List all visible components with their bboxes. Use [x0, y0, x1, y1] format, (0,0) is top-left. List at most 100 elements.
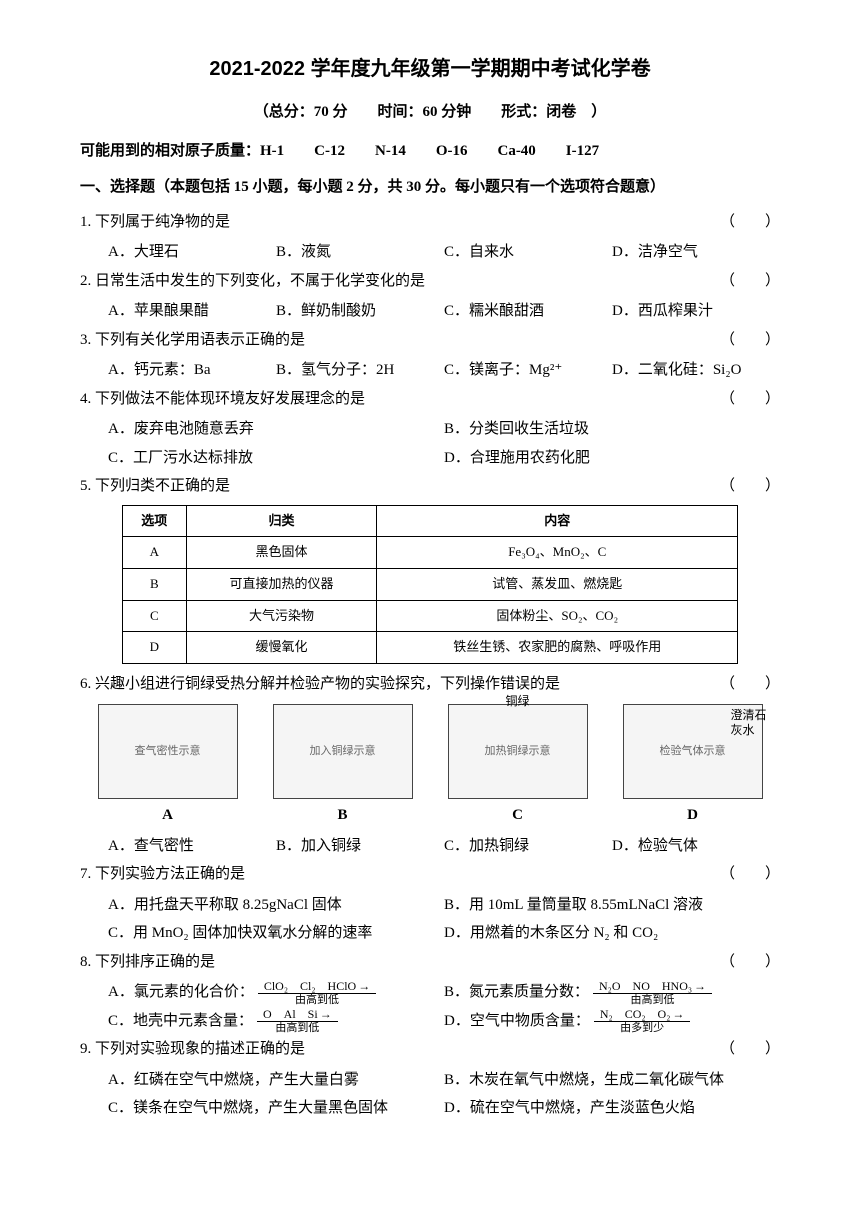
q6-label-c: C: [448, 801, 588, 830]
table-row: C 大气污染物 固体粉尘、SO₂、CO₂: [123, 600, 738, 632]
q8-opt-c: C．地壳中元素含量： O Al Si 由高到低: [108, 1007, 444, 1036]
q8-c-arrow: O Al Si 由高到低: [257, 1008, 338, 1034]
cell: 可直接加热的仪器: [186, 568, 377, 600]
q8-options: A．氯元素的化合价： ClO₂ Cl₂ HClO 由高到低 B．氮元素质量分数：…: [80, 978, 780, 1035]
answer-bracket: （ ）: [720, 860, 780, 889]
q1-opt-c: C．自来水: [444, 238, 612, 267]
q4-options: A．废弃电池随意丢弃 B．分类回收生活垃圾 C．工厂污水达标排放 D．合理施用农…: [80, 415, 780, 472]
cell: Fe₃O₄、MnO₂、C: [377, 537, 738, 569]
q4-text: 4. 下列做法不能体现环境友好发展理念的是: [80, 385, 780, 414]
q8-opt-b: B．氮元素质量分数： N₂O NO HNO₃ 由高到低: [444, 978, 780, 1007]
atomic-mass-row: 可能用到的相对原子质量：H-1 C-12 N-14 O-16 Ca-40 I-1…: [80, 137, 780, 166]
q6-image-row: 查气密性示意 加入铜绿示意 铜绿 加热铜绿示意 澄清石灰水 检验气体示意: [80, 704, 780, 799]
q8-a-arrow: ClO₂ Cl₂ HClO 由高到低: [258, 980, 376, 1006]
q6-label-d: D: [623, 801, 763, 830]
q7-opt-a: A．用托盘天平称取 8.25gNaCl 固体: [108, 891, 444, 920]
cell: B: [123, 568, 187, 600]
cell: 大气污染物: [186, 600, 377, 632]
q1-opt-a: A．大理石: [108, 238, 276, 267]
cell: A: [123, 537, 187, 569]
q7-opt-c: C．用 MnO₂ 固体加快双氧水分解的速率: [108, 919, 444, 948]
q8-d-label: D．空气中物质含量：: [444, 1007, 590, 1036]
q3-opt-c: C．镁离子：Mg²⁺: [444, 356, 612, 385]
cell: D: [123, 632, 187, 664]
q8-c-bottom: 由高到低: [275, 1022, 319, 1034]
q5-h1: 归类: [186, 505, 377, 537]
q5-text: 5. 下列归类不正确的是: [80, 472, 780, 501]
question-4: 4. 下列做法不能体现环境友好发展理念的是 （ ）: [80, 385, 780, 414]
q8-c-top: O Al Si: [257, 1008, 338, 1022]
q2-opt-a: A．苹果酿果醋: [108, 297, 276, 326]
q7-opt-b: B．用 10mL 量筒量取 8.55mLNaCl 溶液: [444, 891, 780, 920]
question-3: 3. 下列有关化学用语表示正确的是 （ ）: [80, 326, 780, 355]
q8-b-arrow: N₂O NO HNO₃ 由高到低: [593, 980, 712, 1006]
q8-a-label: A．氯元素的化合价：: [108, 978, 254, 1007]
q8-b-top: N₂O NO HNO₃: [593, 980, 712, 994]
table-row: D 缓慢氧化 铁丝生锈、农家肥的腐熟、呼吸作用: [123, 632, 738, 664]
q6-image-c: 加热铜绿示意: [448, 704, 588, 799]
q3-opt-b: B．氢气分子：2H: [276, 356, 444, 385]
q6-options: A．查气密性 B．加入铜绿 C．加热铜绿 D．检验气体: [80, 832, 780, 861]
question-6: 6. 兴趣小组进行铜绿受热分解并检验产物的实验探究，下列操作错误的是 （ ）: [80, 670, 780, 699]
q7-opt-d: D．用燃着的木条区分 N₂ 和 CO₂: [444, 919, 780, 948]
q6-opt-d: D．检验气体: [612, 832, 780, 861]
q5-h2: 内容: [377, 505, 738, 537]
q2-opt-d: D．西瓜榨果汁: [612, 297, 780, 326]
q7-text: 7. 下列实验方法正确的是: [80, 860, 780, 889]
page-title: 2021-2022 学年度九年级第一学期期中考试化学卷: [80, 50, 780, 88]
q4-opt-a: A．废弃电池随意丢弃: [108, 415, 444, 444]
q6-image-a: 查气密性示意: [98, 704, 238, 799]
q8-a-top: ClO₂ Cl₂ HClO: [258, 980, 376, 994]
q9-text: 9. 下列对实验现象的描述正确的是: [80, 1035, 780, 1064]
q9-opt-a: A．红磷在空气中燃烧，产生大量白雾: [108, 1066, 444, 1095]
q8-a-bottom: 由高到低: [295, 994, 339, 1006]
q6-label-b: B: [273, 801, 413, 830]
q6-label-side: 澄清石灰水: [731, 708, 771, 737]
q2-opt-c: C．糯米酿甜酒: [444, 297, 612, 326]
answer-bracket: （ ）: [720, 1035, 780, 1064]
answer-bracket: （ ）: [720, 385, 780, 414]
q3-options: A．钙元素：Ba B．氢气分子：2H C．镁离子：Mg²⁺ D．二氧化硅：Si₂…: [80, 356, 780, 385]
q2-options: A．苹果酿果醋 B．鲜奶制酸奶 C．糯米酿甜酒 D．西瓜榨果汁: [80, 297, 780, 326]
q3-opt-a: A．钙元素：Ba: [108, 356, 276, 385]
q6-opt-a: A．查气密性: [108, 832, 276, 861]
q5-table: 选项 归类 内容 A 黑色固体 Fe₃O₄、MnO₂、C B 可直接加热的仪器 …: [122, 505, 738, 664]
answer-bracket: （ ）: [720, 326, 780, 355]
cell: 固体粉尘、SO₂、CO₂: [377, 600, 738, 632]
q1-opt-b: B．液氮: [276, 238, 444, 267]
answer-bracket: （ ）: [720, 670, 780, 699]
q8-b-bottom: 由高到低: [631, 994, 675, 1006]
table-header-row: 选项 归类 内容: [123, 505, 738, 537]
section-1-header: 一、选择题（本题包括 15 小题，每小题 2 分，共 30 分。每小题只有一个选…: [80, 173, 780, 202]
q8-opt-d: D．空气中物质含量： N₂ CO₂ O₂ 由多到少: [444, 1007, 780, 1036]
cell: 试管、蒸发皿、燃烧匙: [377, 568, 738, 600]
table-row: A 黑色固体 Fe₃O₄、MnO₂、C: [123, 537, 738, 569]
question-1: 1. 下列属于纯净物的是 （ ）: [80, 208, 780, 237]
q8-c-label: C．地壳中元素含量：: [108, 1007, 253, 1036]
cell: 铁丝生锈、农家肥的腐熟、呼吸作用: [377, 632, 738, 664]
answer-bracket: （ ）: [720, 948, 780, 977]
q6-opt-c: C．加热铜绿: [444, 832, 612, 861]
table-row: B 可直接加热的仪器 试管、蒸发皿、燃烧匙: [123, 568, 738, 600]
q8-opt-a: A．氯元素的化合价： ClO₂ Cl₂ HClO 由高到低: [108, 978, 444, 1007]
q6-image-labels: A B C D: [80, 801, 780, 830]
q4-opt-d: D．合理施用农药化肥: [444, 444, 780, 473]
q4-opt-c: C．工厂污水达标排放: [108, 444, 444, 473]
q8-b-label: B．氮元素质量分数：: [444, 978, 589, 1007]
q2-opt-b: B．鲜奶制酸奶: [276, 297, 444, 326]
q8-text: 8. 下列排序正确的是: [80, 948, 780, 977]
q9-opt-d: D．硫在空气中燃烧，产生淡蓝色火焰: [444, 1094, 780, 1123]
subtitle: （总分：70 分 时间：60 分钟 形式：闭卷 ）: [80, 98, 780, 127]
q6-label-top: 铜绿: [505, 690, 529, 713]
answer-bracket: （ ）: [720, 267, 780, 296]
cell: C: [123, 600, 187, 632]
q1-opt-d: D．洁净空气: [612, 238, 780, 267]
cell: 缓慢氧化: [186, 632, 377, 664]
q6-text: 6. 兴趣小组进行铜绿受热分解并检验产物的实验探究，下列操作错误的是: [80, 670, 780, 699]
q8-d-arrow: N₂ CO₂ O₂ 由多到少: [594, 1008, 691, 1034]
q9-opt-c: C．镁条在空气中燃烧，产生大量黑色固体: [108, 1094, 444, 1123]
q1-options: A．大理石 B．液氮 C．自来水 D．洁净空气: [80, 238, 780, 267]
answer-bracket: （ ）: [720, 208, 780, 237]
q7-options: A．用托盘天平称取 8.25gNaCl 固体 B．用 10mL 量筒量取 8.5…: [80, 891, 780, 948]
q2-text: 2. 日常生活中发生的下列变化，不属于化学变化的是: [80, 267, 780, 296]
